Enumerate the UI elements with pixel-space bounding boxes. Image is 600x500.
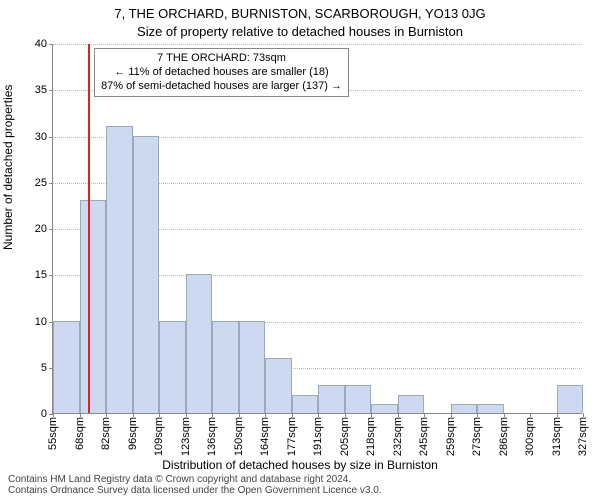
- xtick-label: 327sqm: [577, 417, 589, 456]
- ytick-mark: [49, 275, 53, 276]
- xtick-label: 313sqm: [551, 417, 563, 456]
- xtick-label: 273sqm: [471, 417, 483, 456]
- xtick-label: 191sqm: [312, 417, 324, 456]
- ytick-mark: [49, 229, 53, 230]
- xtick-label: 164sqm: [259, 417, 271, 456]
- xtick-label: 232sqm: [392, 417, 404, 456]
- histogram-bar: [133, 136, 160, 414]
- chart-subtitle: Size of property relative to detached ho…: [0, 24, 600, 39]
- ytick-mark: [49, 137, 53, 138]
- plot-area: 051015202530354055sqm68sqm82sqm96sqm109s…: [52, 44, 582, 414]
- xtick-label: 245sqm: [418, 417, 430, 456]
- infobox: 7 THE ORCHARD: 73sqm← 11% of detached ho…: [94, 48, 349, 97]
- xtick-label: 218sqm: [365, 417, 377, 456]
- histogram-bar: [398, 395, 425, 414]
- infobox-line3: 87% of semi-detached houses are larger (…: [101, 80, 342, 94]
- xtick-label: 286sqm: [498, 417, 510, 456]
- ytick-label: 30: [35, 131, 47, 143]
- ytick-label: 15: [35, 269, 47, 281]
- footer-line1: Contains HM Land Registry data © Crown c…: [8, 474, 351, 485]
- infobox-line2: ← 11% of detached houses are smaller (18…: [101, 66, 342, 80]
- xtick-label: 150sqm: [233, 417, 245, 456]
- x-axis-label: Distribution of detached houses by size …: [0, 458, 600, 472]
- xtick-label: 82sqm: [100, 417, 112, 450]
- ytick-label: 25: [35, 177, 47, 189]
- histogram-bar: [265, 358, 292, 414]
- ytick-mark: [49, 44, 53, 45]
- footer-text: Contains HM Land Registry data © Crown c…: [0, 474, 600, 496]
- xtick-label: 300sqm: [524, 417, 536, 456]
- xtick-label: 123sqm: [180, 417, 192, 456]
- xtick-label: 109sqm: [153, 417, 165, 456]
- histogram-bar: [292, 395, 319, 414]
- histogram-bar: [212, 321, 239, 414]
- y-axis-label: Number of detached properties: [1, 85, 15, 250]
- histogram-bar: [345, 385, 372, 413]
- ytick-mark: [49, 90, 53, 91]
- histogram-bar: [239, 321, 266, 414]
- histogram-bar: [371, 404, 398, 413]
- xtick-label: 96sqm: [127, 417, 139, 450]
- histogram-bar: [477, 404, 504, 413]
- infobox-line1: 7 THE ORCHARD: 73sqm: [101, 52, 342, 66]
- chart-title: 7, THE ORCHARD, BURNISTON, SCARBOROUGH, …: [0, 6, 600, 21]
- histogram-bar: [106, 126, 133, 413]
- ytick-label: 40: [35, 38, 47, 50]
- xtick-label: 136sqm: [206, 417, 218, 456]
- histogram-bar: [80, 200, 107, 413]
- footer-line2: Contains Ordnance Survey data licensed u…: [8, 485, 382, 496]
- xtick-label: 259sqm: [445, 417, 457, 456]
- chart-container: 7, THE ORCHARD, BURNISTON, SCARBOROUGH, …: [0, 0, 600, 500]
- xtick-label: 177sqm: [286, 417, 298, 456]
- histogram-bar: [186, 274, 213, 413]
- marker-line: [88, 44, 90, 413]
- ytick-mark: [49, 183, 53, 184]
- histogram-bar: [318, 385, 345, 413]
- xtick-label: 205sqm: [339, 417, 351, 456]
- ytick-label: 20: [35, 223, 47, 235]
- ytick-label: 5: [41, 362, 47, 374]
- gridline: [53, 44, 582, 45]
- ytick-label: 10: [35, 316, 47, 328]
- ytick-label: 35: [35, 84, 47, 96]
- histogram-bar: [159, 321, 186, 414]
- histogram-bar: [557, 385, 584, 413]
- histogram-bar: [451, 404, 478, 413]
- xtick-label: 55sqm: [47, 417, 59, 450]
- histogram-bar: [53, 321, 80, 414]
- xtick-label: 68sqm: [74, 417, 86, 450]
